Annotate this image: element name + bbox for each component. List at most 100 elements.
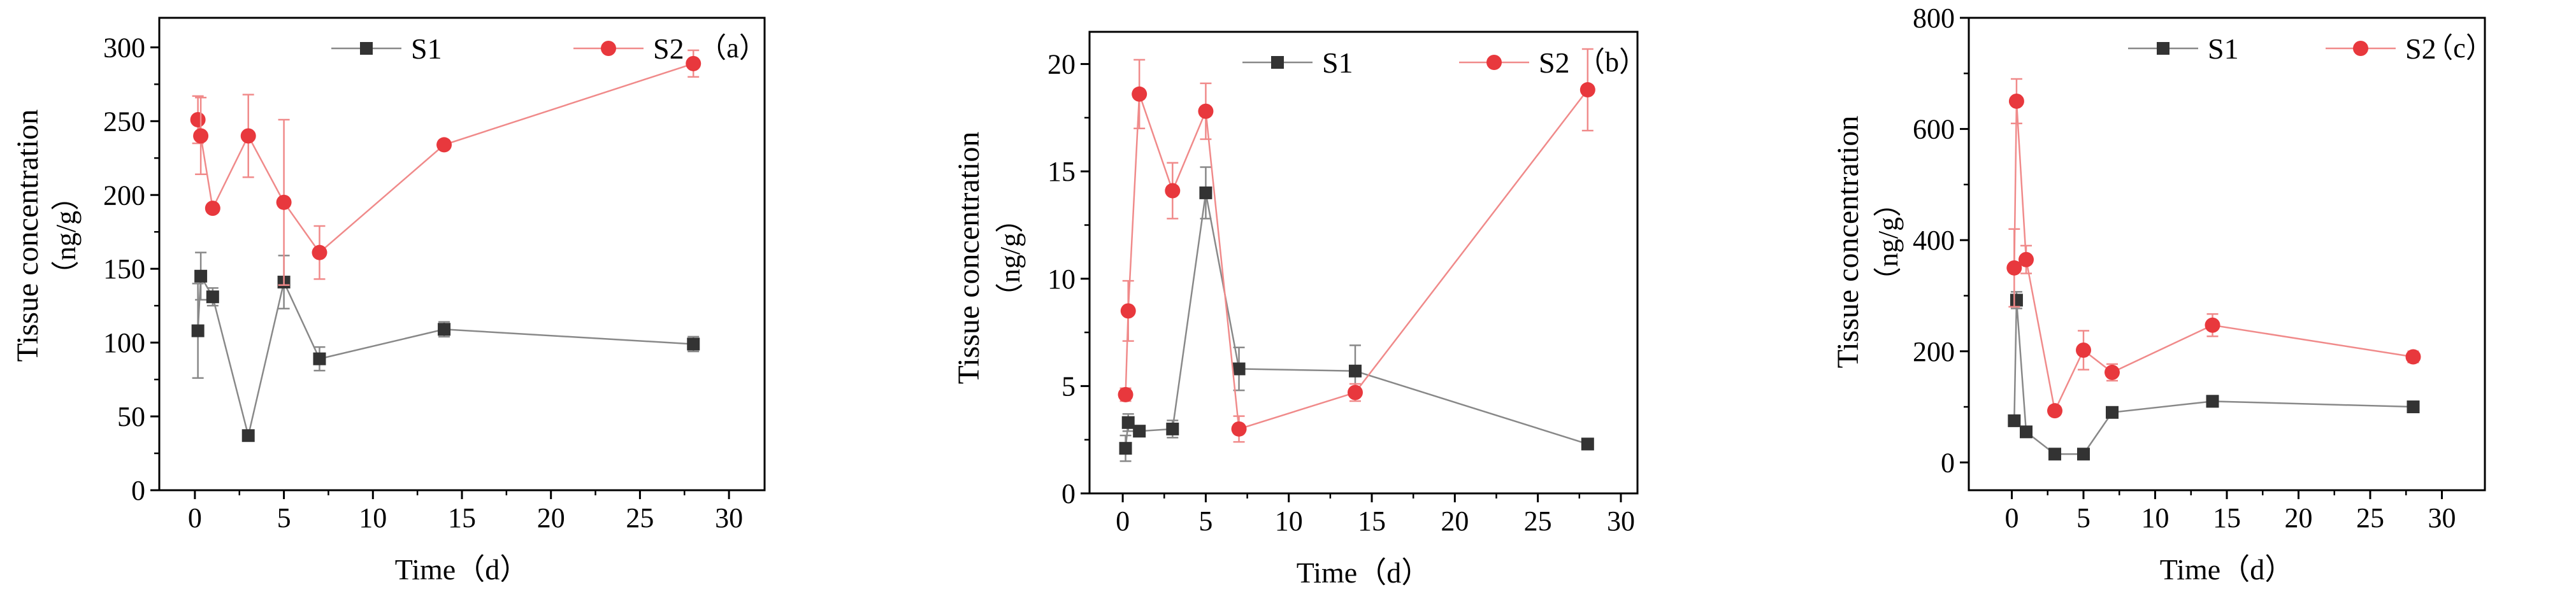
chart-a-series-s2-point [190,111,206,127]
chart-c-series-s1-point [2020,425,2033,439]
chart-b-ytick-label: 0 [1061,478,1076,509]
chart-a-series-s2-line [197,62,694,254]
chart-c-ytick-label: 0 [1941,447,1955,478]
chart-a-xtick-label: 25 [626,502,654,534]
chart-c-ylabel: Tissue concentration [1831,116,1865,369]
chart-c-legend-s2-label: S2 [2405,32,2436,65]
chart-c-series-s1-point [2206,395,2219,408]
chart-b-series-s1-point [1199,186,1212,199]
chart-c-ytick-label: 400 [1913,225,1955,256]
chart-c-series-s1-point [2077,448,2090,461]
chart-b-legend-s2-label: S2 [1539,46,1570,79]
chart-a-series-s1-point [438,323,451,336]
chart-c-series-s1-point [2048,448,2061,461]
chart-b-xtick-label: 15 [1358,505,1386,537]
chart-b-ytick-label: 20 [1047,49,1076,80]
chart-c-xtick-label: 20 [2285,502,2313,534]
chart-c-xtick-label: 5 [2076,502,2090,534]
chart-a-series-s2-point [205,201,220,216]
chart-b-ylabel: Tissue concentration [952,132,986,385]
chart-c-series-s2-point [2008,93,2024,109]
chart-panel-b: 0 5 10 15 20 25 30 0 5 10 15 20 Time（d） Tissue concen… [943,0,1822,615]
chart-b-svg: 0 5 10 15 20 25 30 0 5 10 15 20 Time（d） Tissue concen… [952,31,1647,589]
chart-b-series-s2-point [1165,183,1181,199]
chart-b-xtick-label: 20 [1441,505,1469,537]
chart-c-xtick-label: 10 [2141,502,2169,534]
chart-b-series-s1-point [1348,364,1362,378]
chart-a-xtick-label: 20 [537,502,565,534]
chart-a-series-s1-line [197,273,694,436]
chart-a-ytick-label: 100 [103,327,145,358]
chart-c-series-s2-point [2076,343,2091,358]
chart-c-series-s2-point [2047,403,2062,419]
chart-b-plot-frame [1088,31,1639,495]
chart-a-xtick-label: 0 [188,502,202,534]
chart-c-series-s2-point [2006,260,2022,276]
chart-b-series-s1-point [1119,442,1132,455]
chart-c-xtick-label: 0 [2005,502,2019,534]
chart-a-series-s2-point [436,137,452,153]
chart-b-ytick-label: 10 [1047,264,1076,295]
chart-a-series-s1-point [313,352,326,365]
chart-c-series-s1-point [2407,400,2420,414]
chart-a-series-s2-point [276,194,292,210]
chart-c-legend-s2-marker [2353,41,2368,56]
chart-b-panel-label: （b） [1577,46,1647,78]
chart-a-series-s2-point [312,244,327,260]
chart-b-xtick-label: 5 [1198,505,1212,537]
chart-a-panel-label: （a） [698,32,767,64]
chart-b-series-s2-point [1231,421,1247,437]
chart-c-series-s2-point [2018,251,2034,267]
chart-a-ytick-label: 150 [103,253,145,285]
chart-c-series-s1-point [2106,406,2119,419]
chart-b-ytick-label: 5 [1061,371,1076,402]
chart-a-series-s1-point [241,429,255,442]
chart-a-legend-s2-marker [601,41,616,56]
chart-a-plot-frame [158,17,766,491]
chart-a-series-s1-point [687,337,700,351]
chart-a-legend-s2-label: S2 [653,32,684,65]
chart-c-plot-frame [1968,17,2486,491]
chart-b-xtick-label: 25 [1524,505,1552,537]
chart-c-ytick-label: 600 [1913,114,1955,145]
chart-c-legend-s1-label: S1 [2208,32,2239,65]
chart-b-series-s2-point [1118,386,1133,402]
chart-a-ylabel-unit: （ng/g） [50,183,82,288]
chart-a-series-s2-point [240,128,256,144]
chart-a-ytick-label: 250 [103,106,145,137]
chart-a-ytick-label: 200 [103,180,145,211]
chart-c-ytick-label: 200 [1913,336,1955,367]
chart-b-ylabel-unit: （ng/g） [995,205,1026,311]
chart-b-xtick-label: 0 [1116,505,1130,537]
chart-a-legend-s1-marker [360,42,373,55]
chart-b-series-s1-point [1166,422,1179,435]
chart-b-series-s1-point [1581,437,1594,451]
chart-b-series-s2-point [1198,103,1214,119]
chart-a-ylabel: Tissue concentration [11,110,45,362]
chart-c-series-s2-point [2205,317,2220,333]
chart-a-xlabel: Time（d） [395,553,529,586]
chart-c-ytick-label: 800 [1913,3,1955,34]
chart-c-panel-label: （c） [2425,32,2494,64]
chart-panel-a: 0 5 10 15 20 25 30 0 50 100 150 200 250 300 Time（d） Tis… [0,0,943,615]
chart-c-series-s2-line [2013,101,2414,414]
chart-b-series-s2-point [1120,303,1136,319]
chart-c-ylabel-unit: （ng/g） [1873,189,1904,295]
chart-c-xlabel: Time（d） [2160,553,2294,586]
chart-b-series-s2-line [1125,89,1588,430]
chart-a-series-s1-point [191,324,205,337]
chart-a-series-s2-point [686,55,702,71]
chart-c-legend-s1-marker [2157,42,2169,55]
chart-a-series-s2-point [193,128,209,144]
chart-c-series-s1-line [2013,300,2414,455]
chart-b-legend-s2-marker [1486,55,1502,70]
chart-b-xlabel: Time（d） [1297,556,1430,589]
chart-c-xtick-label: 15 [2213,502,2241,534]
chart-b-xtick-label: 10 [1275,505,1303,537]
chart-b-xtick-label: 30 [1607,505,1635,537]
chart-a-ytick-label: 300 [103,32,145,63]
chart-c-svg: 0 5 10 15 20 25 30 0 200 400 600 800 Time（d） Tissue c… [1831,3,2494,586]
chart-a-legend-s1-label: S1 [411,32,442,65]
chart-a-series-s1-point [194,269,208,283]
chart-a-xtick-label: 30 [715,502,743,534]
